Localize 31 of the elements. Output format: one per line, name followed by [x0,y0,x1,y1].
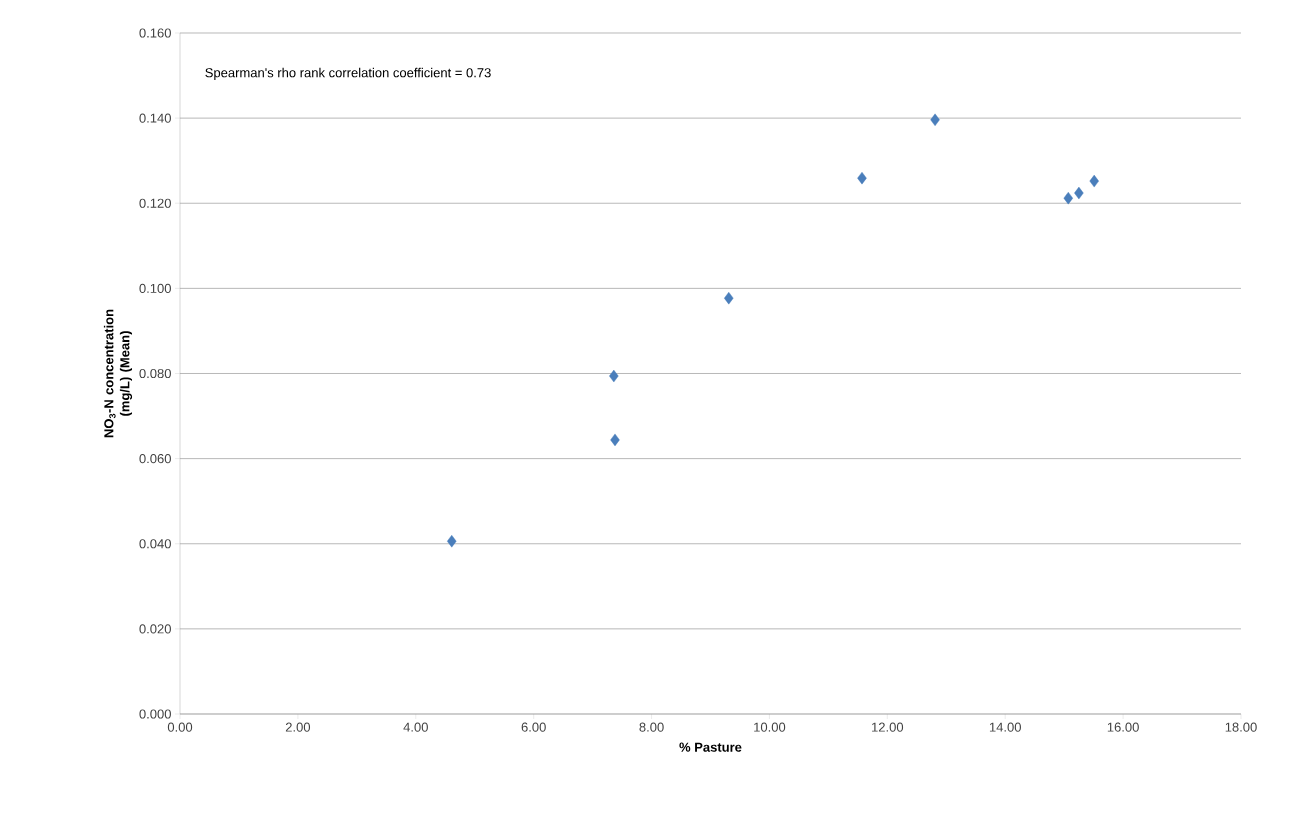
point [447,535,457,548]
x-tick-label: 6.00 [521,722,546,732]
y-tick-label: 0.100 [139,283,171,293]
point [1074,186,1084,200]
x-tick-label: 14.00 [989,722,1021,732]
x-tick-label: 12.00 [872,722,904,732]
y-tick-label: 0.120 [139,198,171,208]
y-tick-label: 0.160 [139,28,171,38]
point [609,369,619,383]
y-tick-label: 0.000 [139,709,171,719]
point [857,171,867,185]
y-tick-label: 0.140 [139,113,171,123]
x-tick-label: 10.00 [754,722,786,732]
point [930,113,940,127]
point [1063,191,1073,205]
y-axis-title: NO$_{3}$-N concentration (mg/L) (Mean) [103,309,133,438]
y-tick-label: 0.040 [139,539,171,549]
annotation: Spearman's rho rank correlation coefficient = 0.73 [205,67,491,80]
x-tick-label: 4.00 [403,722,428,732]
x-axis-title: % Pasture [679,742,742,752]
point [724,291,734,305]
x-tick-label: 0.00 [167,722,193,732]
x-tick-label: 2.00 [285,722,311,732]
point [1089,174,1099,188]
y-tick-label: 0.020 [139,624,171,634]
y-tick-label: 0.060 [139,454,171,464]
point [610,433,620,447]
y-tick-label: 0.080 [139,368,171,379]
x-tick-label: 16.00 [1107,722,1139,732]
x-tick-label: 8.00 [639,722,664,732]
x-tick-label: 18.00 [1225,722,1257,732]
